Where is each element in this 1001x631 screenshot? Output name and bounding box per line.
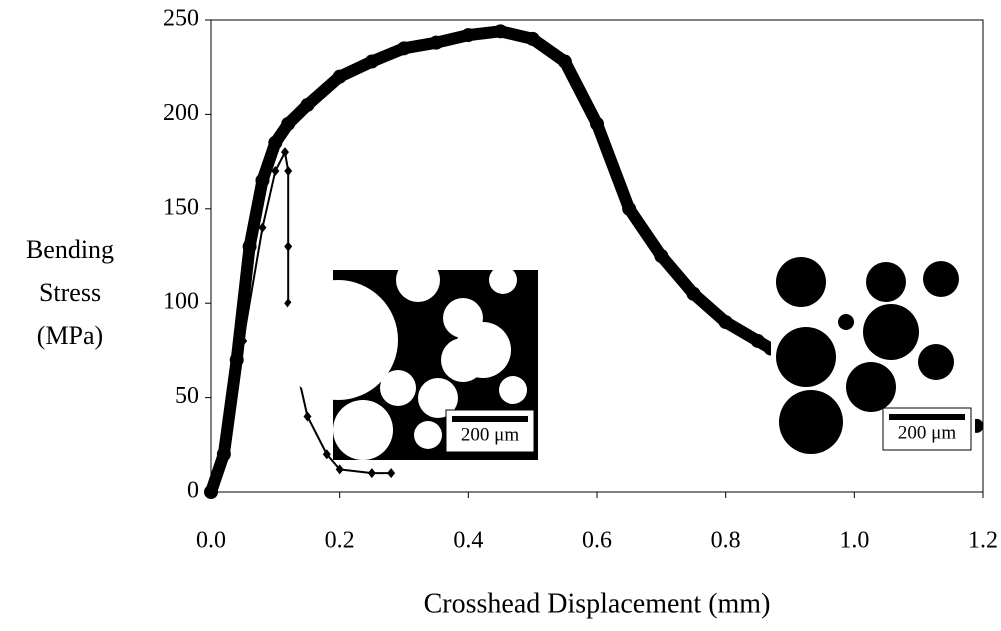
inset-pore xyxy=(863,304,919,360)
data-point xyxy=(301,98,315,112)
inset-pore xyxy=(866,262,906,302)
scale-bar-label: 200 μm xyxy=(461,424,519,445)
y-axis-label: (MPa) xyxy=(37,321,103,350)
inset-pore xyxy=(278,280,398,400)
inset-pore xyxy=(380,370,416,406)
data-point xyxy=(751,334,765,348)
data-point xyxy=(281,117,295,131)
y-tick-label: 50 xyxy=(175,383,199,409)
inset-pore xyxy=(414,421,442,449)
inset-pore xyxy=(776,257,826,307)
y-tick-label: 150 xyxy=(163,194,199,220)
micrograph-inset: 200 μm xyxy=(771,257,975,458)
inset-pore xyxy=(838,314,854,330)
scale-bar xyxy=(452,416,528,422)
inset-pore xyxy=(918,344,954,380)
inset-pore xyxy=(779,390,843,454)
data-point xyxy=(494,24,508,38)
inset-pore xyxy=(846,362,896,412)
chart: Crosshead Displacement (mm) Bending Stre… xyxy=(0,0,1001,626)
inset-pore xyxy=(923,261,959,297)
data-point xyxy=(526,32,540,46)
y-axis-label: Bending xyxy=(26,235,114,264)
y-axis-label: Stress xyxy=(39,278,101,307)
data-point xyxy=(243,240,257,254)
data-point xyxy=(590,117,604,131)
data-point xyxy=(461,28,475,42)
y-tick-label: 250 xyxy=(163,6,199,32)
y-tick-label: 100 xyxy=(163,289,199,315)
data-point xyxy=(333,70,347,84)
y-tick-label: 200 xyxy=(163,100,199,126)
inset-pore xyxy=(396,258,440,302)
data-point xyxy=(558,55,572,69)
x-tick-label: 0.8 xyxy=(711,528,741,554)
page: Crosshead Displacement (mm) Bending Stre… xyxy=(0,0,1001,631)
x-tick-label: 0.2 xyxy=(325,528,355,554)
inset-pore xyxy=(333,400,393,460)
scale-bar-label: 200 μm xyxy=(898,422,956,443)
data-point xyxy=(397,41,411,55)
data-point xyxy=(622,202,636,216)
x-axis-label: Crosshead Displacement (mm) xyxy=(424,588,771,619)
x-tick-label: 0.4 xyxy=(453,528,483,554)
inset-pore xyxy=(776,327,836,387)
data-point xyxy=(429,36,443,50)
x-tick-label: 1.2 xyxy=(968,528,998,554)
inset-pore xyxy=(499,376,527,404)
data-point xyxy=(284,242,292,252)
data-point xyxy=(284,166,292,176)
y-tick-label: 0 xyxy=(187,478,199,504)
data-point xyxy=(365,55,379,69)
data-point xyxy=(654,249,668,263)
data-point xyxy=(368,468,376,478)
data-point xyxy=(687,287,701,301)
inset-pore xyxy=(455,322,511,378)
x-tick-label: 1.0 xyxy=(839,528,869,554)
x-tick-label: 0.6 xyxy=(582,528,612,554)
data-point xyxy=(719,315,733,329)
data-point xyxy=(268,136,282,150)
inset-pore xyxy=(489,266,517,294)
micrograph-inset: 200 μm xyxy=(278,258,538,460)
data-point xyxy=(255,173,269,187)
x-tick-label: 0.0 xyxy=(196,528,226,554)
scale-bar xyxy=(889,414,965,420)
data-point xyxy=(387,468,395,478)
